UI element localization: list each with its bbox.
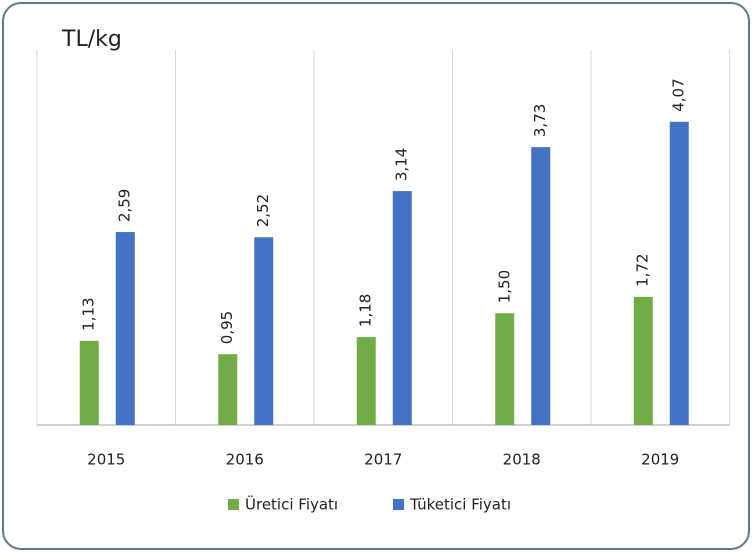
legend-label: Üretici Fiyatı	[245, 495, 338, 514]
y-axis-label: TL/kg	[61, 27, 122, 52]
bar	[495, 313, 515, 425]
bar	[254, 237, 274, 425]
bar	[115, 232, 135, 425]
x-tick-label: 2017	[364, 451, 402, 469]
x-tick-label: 2018	[503, 451, 541, 469]
value-label: 0,95	[218, 311, 236, 344]
x-tick-label: 2019	[641, 451, 679, 469]
value-label: 4,07	[670, 78, 688, 111]
x-tick-label: 2015	[87, 451, 125, 469]
value-label: 3,73	[531, 104, 549, 137]
bar	[79, 340, 99, 425]
value-label: 1,18	[357, 294, 375, 327]
bar	[392, 191, 412, 425]
legend-swatch	[393, 499, 404, 510]
value-label: 2,59	[116, 189, 134, 222]
value-label: 1,50	[495, 270, 513, 303]
value-label: 1,72	[634, 253, 652, 286]
bar	[356, 337, 376, 425]
bar	[218, 354, 238, 425]
bar	[669, 121, 689, 425]
bar	[531, 147, 551, 426]
legend-label: Tüketici Fiyatı	[409, 496, 511, 514]
value-label: 1,13	[80, 297, 98, 330]
x-tick-label: 2016	[226, 451, 264, 469]
bar	[633, 296, 653, 425]
value-label: 2,52	[254, 194, 272, 227]
value-label: 3,14	[393, 148, 411, 181]
legend-swatch	[228, 499, 239, 510]
